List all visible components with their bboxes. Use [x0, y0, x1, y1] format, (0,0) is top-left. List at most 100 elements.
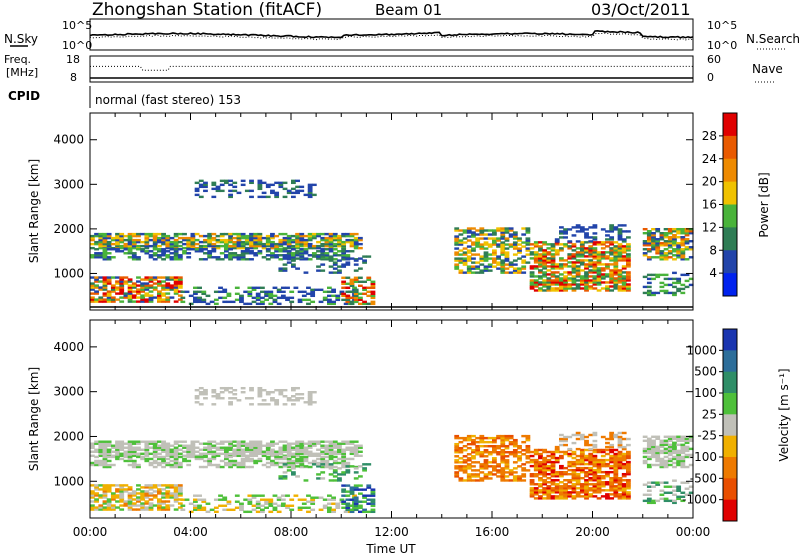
colorbar-tick-label: 1000 — [686, 343, 717, 357]
power-cell — [466, 251, 472, 254]
velocity-cell — [299, 463, 305, 466]
power-cell — [525, 241, 531, 244]
velocity-cell — [579, 450, 585, 454]
power-cell — [529, 251, 535, 254]
velocity-cell — [584, 470, 589, 474]
power-cell — [554, 249, 560, 252]
power-cell — [211, 181, 217, 185]
noise-sky-label: N.Sky — [4, 32, 38, 46]
power-cell — [353, 288, 359, 292]
velocity-cell — [123, 504, 129, 507]
velocity-cell — [471, 451, 476, 454]
power-cell — [575, 275, 581, 278]
power-cell — [538, 281, 543, 284]
velocity-cell — [483, 467, 489, 470]
velocity-cell — [324, 459, 330, 463]
power-cell — [260, 302, 265, 306]
power-cell — [655, 244, 661, 247]
power-cell — [605, 289, 610, 292]
power-cell — [177, 256, 183, 259]
velocity-cell — [193, 508, 198, 512]
power-cell — [213, 290, 219, 294]
power-cell — [280, 286, 286, 290]
velocity-cell — [102, 448, 108, 451]
velocity-cell — [190, 440, 196, 443]
power-cell — [521, 267, 527, 270]
power-cell — [613, 281, 619, 284]
velocity-cell — [529, 458, 535, 462]
velocity-cell — [596, 483, 602, 486]
velocity-cell — [253, 440, 259, 443]
power-cell — [177, 240, 183, 244]
velocity-cell — [306, 494, 311, 497]
power-cell — [219, 244, 225, 248]
power-cell — [194, 242, 200, 246]
power-cell — [546, 253, 552, 256]
power-cell — [676, 254, 682, 257]
velocity-cell — [270, 452, 275, 456]
velocity-cell — [663, 451, 669, 455]
power-cell — [579, 281, 585, 284]
velocity-cell — [131, 461, 137, 465]
power-cell — [169, 278, 175, 281]
velocity-cell — [475, 449, 481, 452]
velocity-cell — [249, 388, 254, 392]
velocity-cell — [102, 446, 108, 449]
power-cell — [483, 247, 489, 250]
power-cell — [161, 276, 166, 279]
velocity-cell — [311, 444, 317, 447]
velocity-cell — [676, 443, 682, 447]
power-cell — [318, 288, 324, 292]
velocity-cell — [123, 459, 129, 463]
velocity-cell — [508, 471, 514, 474]
velocity-cell — [152, 496, 158, 499]
velocity-cell — [136, 448, 141, 451]
velocity-cell — [324, 463, 330, 467]
velocity-cell — [161, 446, 166, 449]
power-cell — [251, 300, 257, 304]
power-cell — [667, 242, 673, 245]
power-cell — [98, 238, 104, 242]
power-cell — [466, 257, 472, 260]
velocity-cell — [148, 461, 154, 465]
power-cell — [299, 240, 305, 244]
power-cell — [98, 252, 104, 255]
velocity-cell — [563, 452, 568, 456]
power-cell — [471, 265, 476, 268]
power-cell — [584, 259, 589, 262]
power-cell — [651, 242, 656, 245]
power-cell — [592, 271, 598, 274]
power-cell — [291, 265, 296, 268]
velocity-cell — [517, 446, 522, 450]
power-cell — [646, 256, 652, 259]
power-cell — [94, 276, 99, 279]
power-cell — [299, 244, 305, 248]
power-cell — [198, 244, 204, 248]
velocity-cell — [529, 479, 535, 482]
power-cell — [282, 263, 288, 266]
velocity-cell — [98, 452, 104, 456]
velocity-cell — [353, 488, 359, 491]
velocity-cell — [157, 457, 162, 461]
ytick-label: 3000 — [53, 177, 84, 191]
colorbar-swatch — [723, 227, 737, 251]
velocity-cell — [98, 488, 104, 491]
power-cell — [651, 227, 656, 231]
velocity-cell — [224, 440, 229, 443]
velocity-cell — [542, 458, 548, 462]
velocity-cell — [659, 451, 665, 455]
power-cell — [538, 275, 543, 278]
velocity-cell — [592, 491, 598, 494]
power-cell — [529, 265, 535, 268]
power-cell — [454, 237, 460, 240]
power-cell — [596, 271, 602, 274]
velocity-cell — [224, 448, 229, 451]
power-cell — [504, 237, 510, 240]
velocity-cell — [324, 450, 330, 453]
velocity-cell — [119, 498, 125, 501]
velocity-cell — [609, 485, 615, 488]
velocity-cell — [194, 401, 200, 404]
velocity-cell — [521, 475, 527, 478]
velocity-cell — [617, 437, 623, 441]
velocity-cell — [255, 500, 261, 503]
